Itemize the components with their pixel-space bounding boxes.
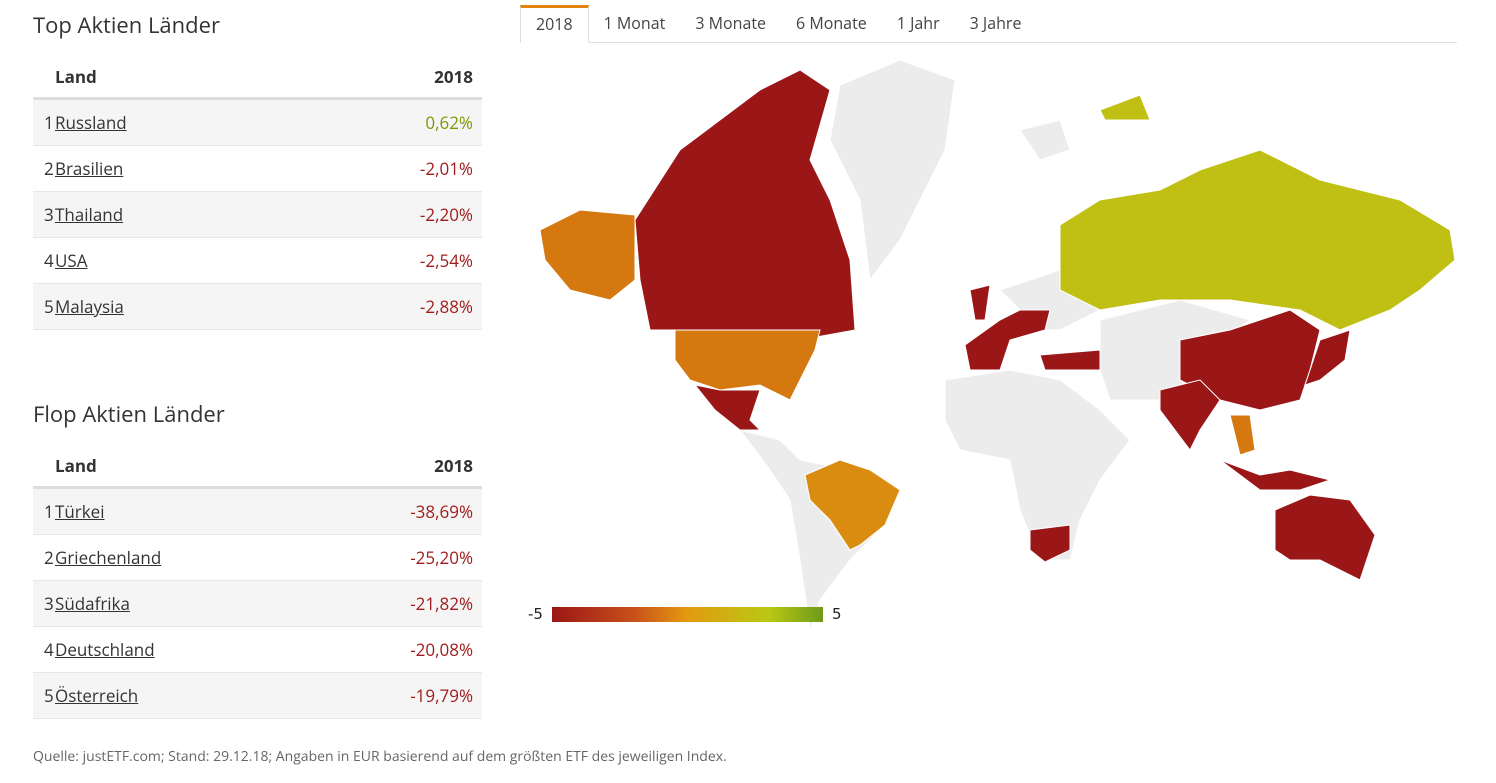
rank: 1 xyxy=(33,98,55,146)
return-value: -38,69% xyxy=(325,487,482,535)
country-link[interactable]: Russland xyxy=(55,111,127,134)
return-value: -2,01% xyxy=(325,145,482,192)
country-cell: Brasilien xyxy=(55,145,325,192)
country-link[interactable]: Österreich xyxy=(55,684,139,707)
countries xyxy=(539,59,1456,631)
return-value: -2,20% xyxy=(325,191,482,238)
tab[interactable]: 6 Monate xyxy=(796,12,867,34)
tab[interactable]: 1 Jahr xyxy=(896,12,940,34)
country-link[interactable]: Malaysia xyxy=(55,295,124,318)
country-cell: Österreich xyxy=(55,672,325,719)
return-value: -2,54% xyxy=(325,237,482,284)
col-header: 2018 xyxy=(325,444,482,489)
country-link[interactable]: Südafrika xyxy=(55,592,130,615)
legend-scale xyxy=(552,607,823,622)
country-link[interactable]: Deutschland xyxy=(55,638,155,661)
table-row: 4 Deutschland -20,08% xyxy=(33,626,482,673)
country-cell: Russland xyxy=(55,98,325,146)
country-link[interactable]: Brasilien xyxy=(55,157,124,180)
return-value: -25,20% xyxy=(325,534,482,581)
table-row: 5 Österreich -19,79% xyxy=(33,672,482,719)
country-cell: Malaysia xyxy=(55,283,325,330)
tab[interactable]: 1 Monat xyxy=(603,12,666,34)
table-row: 4 USA -2,54% xyxy=(33,237,482,284)
country-link[interactable]: Thailand xyxy=(55,203,124,226)
rank: 1 xyxy=(33,487,55,535)
table-row: 1 Russland 0,62% xyxy=(33,98,482,146)
return-value: -20,08% xyxy=(325,626,482,673)
country-cell: Thailand xyxy=(55,191,325,238)
rank: 5 xyxy=(33,283,55,330)
col-header: 2018 xyxy=(325,55,482,100)
table-row: 3 Südafrika -21,82% xyxy=(33,580,482,627)
rank: 5 xyxy=(33,672,55,719)
legend-min: -5 xyxy=(528,605,543,623)
tab[interactable]: 3 Monate xyxy=(695,12,767,34)
rank: 2 xyxy=(33,534,55,581)
tab[interactable]: 3 Jahre xyxy=(969,12,1022,34)
flop-title: Flop Aktien Länder xyxy=(33,399,225,429)
table-row: 2 Griechenland -25,20% xyxy=(33,534,482,581)
table-row: 3 Thailand -2,20% xyxy=(33,191,482,238)
table-row: 5 Malaysia -2,88% xyxy=(33,283,482,330)
country-cell: Südafrika xyxy=(55,580,325,627)
legend-max: 5 xyxy=(832,605,842,623)
country-cell: Deutschland xyxy=(55,626,325,673)
tab[interactable]: 2018 xyxy=(520,5,589,43)
footnote: Quelle: justETF.com; Stand: 29.12.18; An… xyxy=(33,747,727,766)
table-row: 1 Türkei -38,69% xyxy=(33,487,482,535)
rank: 3 xyxy=(33,580,55,627)
country-cell: USA xyxy=(55,237,325,284)
country-link[interactable]: Türkei xyxy=(55,500,105,523)
return-value: -19,79% xyxy=(325,672,482,719)
rank: 3 xyxy=(33,191,55,238)
return-value: 0,62% xyxy=(325,98,482,146)
col-header: Land xyxy=(55,55,325,100)
return-value: -21,82% xyxy=(325,580,482,627)
tab-bar: 2018 1 Monat 3 Monate 6 Monate 1 Jahr 3 Jahre xyxy=(520,5,1457,43)
flop-table: Land 2018 1 Türkei -38,69% 2 Griechenland -25… xyxy=(33,444,482,719)
country-cell: Griechenland xyxy=(55,534,325,581)
top-title: Top Aktien Länder xyxy=(33,10,220,40)
country-link[interactable]: Griechenland xyxy=(55,546,162,569)
table-row: 2 Brasilien -2,01% xyxy=(33,145,482,192)
return-value: -2,88% xyxy=(325,283,482,330)
col-header: Land xyxy=(55,444,325,489)
rank: 4 xyxy=(33,237,55,284)
country-cell: Türkei xyxy=(55,487,325,535)
rank: 2 xyxy=(33,145,55,192)
rank: 4 xyxy=(33,626,55,673)
top-table: Land 2018 1 Russland 0,62% 2 Brasilien -2,01%… xyxy=(33,55,482,330)
country-link[interactable]: USA xyxy=(55,249,88,272)
